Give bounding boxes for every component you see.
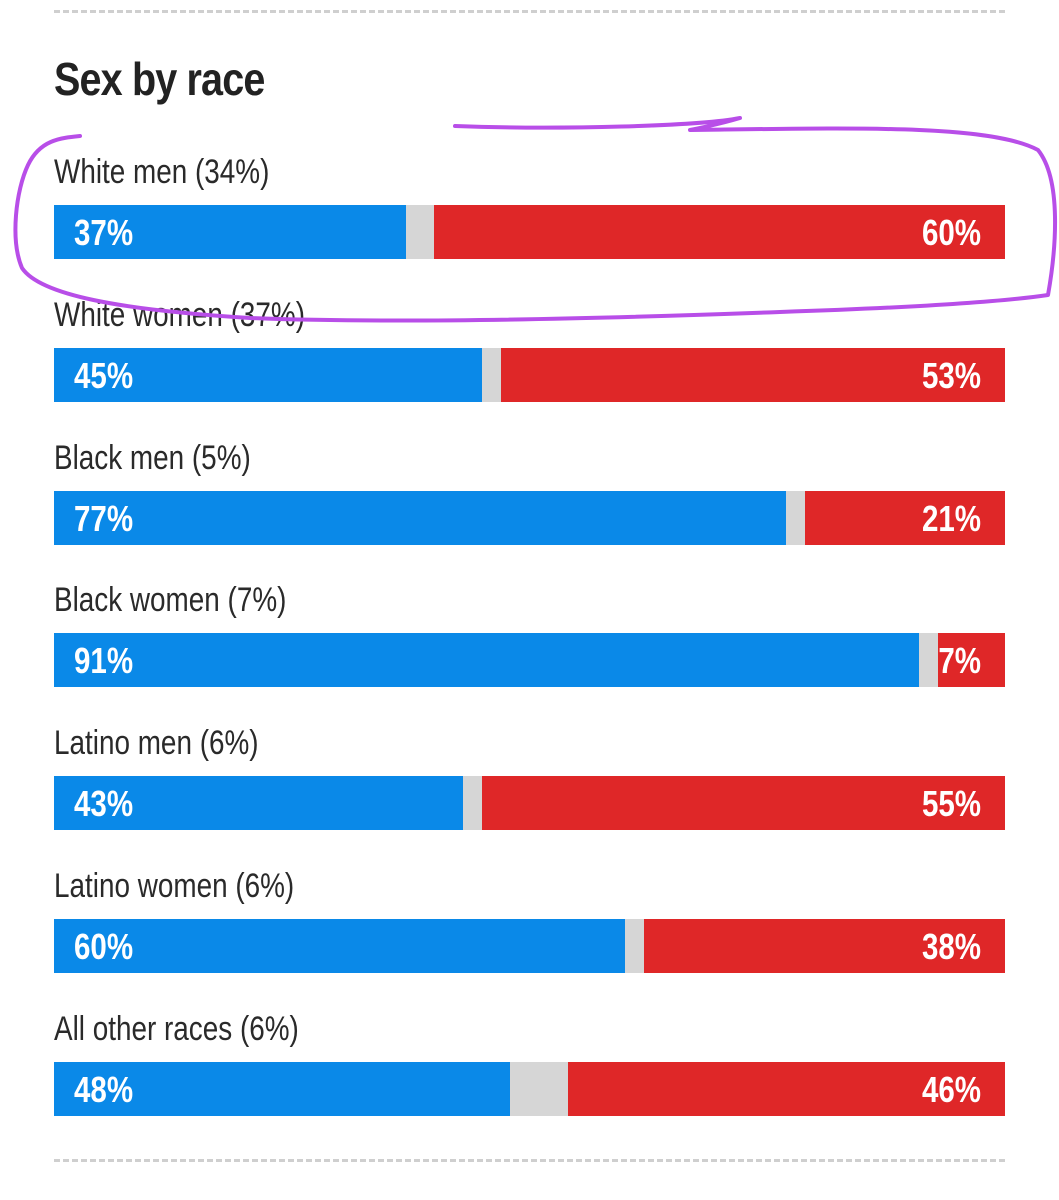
bar-track: 91% 7% <box>54 633 1005 687</box>
row-label: All other races (6%) <box>54 1010 299 1048</box>
bar-segment-red <box>567 1062 1005 1116</box>
bar-segment-blue <box>54 919 625 973</box>
bar-segment-red <box>500 348 1005 402</box>
top-divider <box>54 10 1005 13</box>
data-label-red: 53% <box>921 355 981 396</box>
row-label: White women (37%) <box>54 296 306 334</box>
row-label: Latino men (6%) <box>54 724 259 762</box>
data-label-red: 55% <box>921 783 981 824</box>
bar-segment-blue <box>54 491 787 545</box>
row-label: Black women (7%) <box>54 581 287 619</box>
data-label-blue: 43% <box>74 783 134 824</box>
row-label: White men (34%) <box>54 153 270 191</box>
bar-segment-red <box>938 633 1005 687</box>
bar-segment-blue <box>54 348 482 402</box>
bar-track: 77% 21% <box>54 491 1005 545</box>
bar-track: 48% 46% <box>54 1062 1005 1116</box>
bar-segment-red <box>805 491 1005 545</box>
data-label-red: 38% <box>921 926 981 967</box>
bar-track: 60% 38% <box>54 919 1005 973</box>
row-label: Black men (5%) <box>54 439 251 477</box>
bar-track: 43% 55% <box>54 776 1005 830</box>
data-label-blue: 77% <box>74 498 134 539</box>
chart-title: Sex by race <box>54 53 265 105</box>
bar-segment-blue <box>54 633 920 687</box>
bar-track: 37% 60% <box>54 205 1005 259</box>
bar-segment-blue <box>54 776 463 830</box>
bar-segment-red <box>643 919 1005 973</box>
bar-track: 45% 53% <box>54 348 1005 402</box>
data-label-red: 46% <box>921 1069 981 1110</box>
data-label-red: 7% <box>938 640 981 681</box>
bar-segment-red <box>481 776 1005 830</box>
data-label-blue: 37% <box>74 212 134 253</box>
data-label-red: 21% <box>921 498 981 539</box>
data-label-blue: 60% <box>74 926 134 967</box>
row-label: Latino women (6%) <box>54 867 295 905</box>
data-label-red: 60% <box>921 212 981 253</box>
data-label-blue: 91% <box>74 640 134 681</box>
bar-segment-red <box>434 205 1005 259</box>
bottom-divider <box>54 1159 1005 1162</box>
bar-segment-blue <box>54 1062 511 1116</box>
data-label-blue: 45% <box>74 355 134 396</box>
data-label-blue: 48% <box>74 1069 134 1110</box>
